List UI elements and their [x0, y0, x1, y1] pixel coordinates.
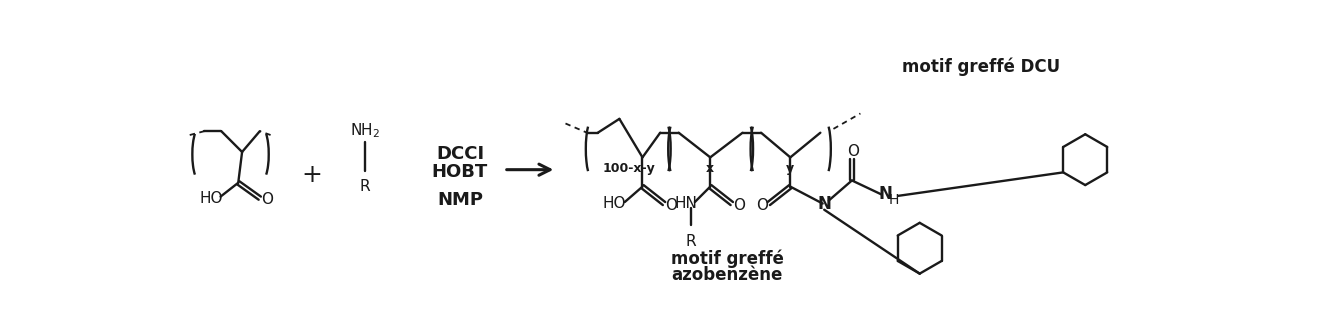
Text: motif greffé: motif greffé	[670, 250, 783, 268]
Text: 100-x-y: 100-x-y	[603, 162, 656, 175]
Text: O: O	[755, 198, 767, 213]
Text: motif greffé DCU: motif greffé DCU	[902, 57, 1060, 76]
Text: O: O	[733, 198, 745, 213]
Text: azobenzène: azobenzène	[672, 266, 783, 284]
Text: N: N	[818, 195, 831, 213]
Text: NMP: NMP	[437, 192, 484, 209]
Text: HN: HN	[674, 196, 698, 211]
Text: HOBT: HOBT	[432, 163, 488, 181]
Text: O: O	[665, 198, 677, 213]
Text: H: H	[888, 194, 898, 207]
Text: HO: HO	[603, 196, 625, 211]
Text: O: O	[848, 144, 860, 159]
Text: y: y	[786, 162, 795, 175]
Text: x: x	[706, 162, 714, 175]
Text: O: O	[261, 192, 273, 207]
Text: +: +	[301, 163, 322, 187]
Text: DCCI: DCCI	[436, 145, 484, 163]
Text: N: N	[878, 185, 893, 203]
Text: HO: HO	[200, 191, 223, 206]
Text: R: R	[685, 235, 697, 249]
Text: NH$_2$: NH$_2$	[350, 122, 380, 140]
Text: R: R	[360, 179, 371, 194]
